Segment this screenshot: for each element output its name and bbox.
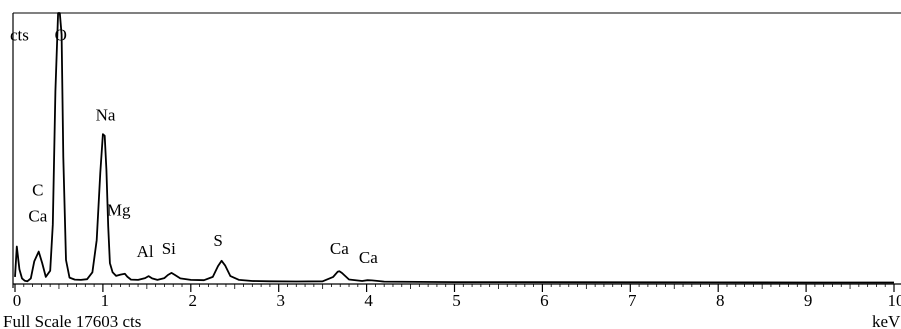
x-tick-label: 3: [276, 291, 285, 310]
peak-label: Ca: [28, 207, 47, 226]
peak-label: S: [213, 231, 222, 250]
peak-label: Si: [162, 239, 176, 258]
spectrum-line: [14, 12, 894, 284]
peak-label: C: [32, 181, 43, 200]
x-tick-label: 9: [804, 291, 813, 310]
x-tick-label: 5: [452, 291, 461, 310]
x-tick-label: 2: [189, 291, 198, 310]
peak-label: cts: [10, 26, 29, 45]
peak-label: Na: [96, 105, 116, 124]
x-tick-label: 1: [101, 291, 110, 310]
x-tick-label: 0: [13, 291, 22, 310]
full-scale-label: Full Scale 17603 cts: [3, 312, 141, 329]
peak-label: O: [55, 26, 67, 45]
peak-label: Al: [137, 242, 154, 261]
x-tick-label: 6: [540, 291, 549, 310]
x-tick-label: 7: [628, 291, 637, 310]
peak-label: Ca: [330, 239, 349, 258]
x-tick-label: 10: [888, 291, 901, 310]
x-tick-label: 8: [716, 291, 725, 310]
peak-label: Ca: [359, 248, 378, 267]
peak-label: Mg: [107, 201, 131, 220]
x-tick-label: 4: [364, 291, 373, 310]
x-axis-unit-label: keV: [872, 312, 901, 329]
